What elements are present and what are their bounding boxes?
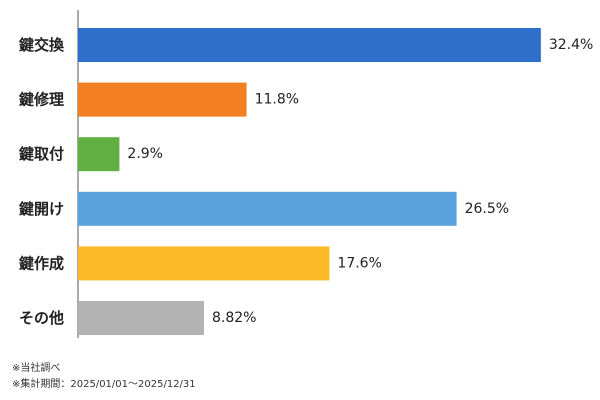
category-label-5: その他 (19, 309, 64, 327)
value-label-2: 2.9% (127, 146, 163, 162)
category-label-3: 鍵開け (19, 200, 64, 218)
bars-group: 鍵交換 32.4% 鍵修理 11.8% 鍵取付 2.9% 鍵開け 26.5% 鍵作成 17.6% そ… (19, 28, 593, 335)
value-label-0: 32.4% (549, 37, 593, 53)
value-label-5: 8.82% (212, 310, 256, 326)
value-label-3: 26.5% (465, 201, 509, 217)
category-label-0: 鍵交換 (19, 36, 65, 54)
bar-4 (78, 246, 330, 281)
value-label-4: 17.6% (337, 255, 381, 271)
source-note: ※当社調べ (12, 363, 61, 374)
bar-5 (78, 301, 204, 335)
bar-3 (78, 191, 457, 226)
bar-0 (78, 28, 541, 62)
bar-2 (78, 137, 120, 172)
category-label-1: 鍵修理 (19, 91, 64, 109)
category-label-4: 鍵作成 (19, 254, 64, 272)
value-label-1: 11.8% (255, 92, 299, 108)
bar-1 (78, 82, 247, 117)
category-label-2: 鍵取付 (19, 145, 64, 163)
period-note: ※集計期間：2025/01/01～2025/12/31 (12, 379, 196, 390)
